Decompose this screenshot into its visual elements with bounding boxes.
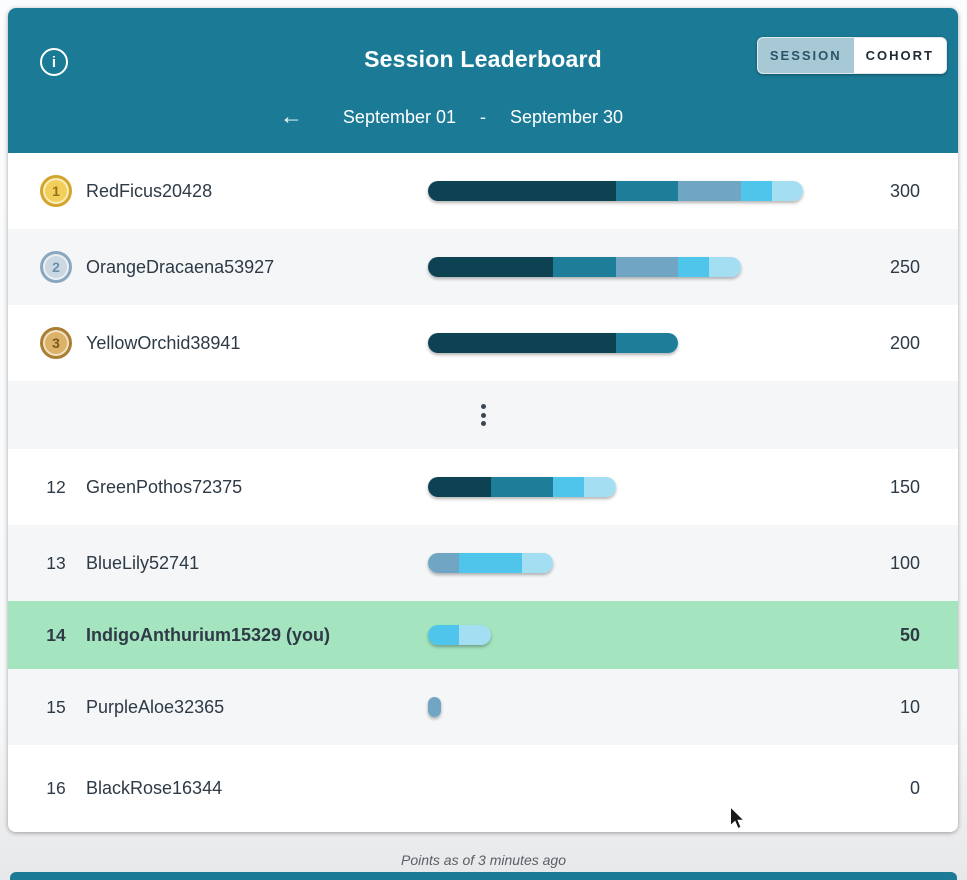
points-bar xyxy=(428,333,678,353)
points-bar xyxy=(428,257,741,277)
bar-segment-sky xyxy=(459,553,522,573)
rank: 1 xyxy=(34,175,78,207)
participant-name: RedFicus20428 xyxy=(86,180,213,201)
hidden-ranks-row xyxy=(8,381,958,449)
bar-segment-sky xyxy=(428,625,460,645)
bar-segment-teal xyxy=(615,333,678,353)
participant-name: PurpleAloe32365 xyxy=(86,696,225,717)
participant-name: GreenPothos72375 xyxy=(86,476,243,497)
date-range: ← September 01 - September 30 xyxy=(8,103,958,129)
points-bar xyxy=(428,181,803,201)
mouse-cursor xyxy=(730,806,746,830)
info-icon[interactable]: i xyxy=(40,48,68,76)
date-separator: - xyxy=(480,107,486,127)
leaderboard-row: 2 OrangeDracaena53927 250 xyxy=(8,229,958,305)
view-toggle: SESSION COHORT xyxy=(756,37,947,74)
leaderboard-row: 15 PurpleAloe32365 10 xyxy=(8,669,958,745)
rank: 12 xyxy=(46,476,66,497)
bar-segment-sky xyxy=(740,181,772,201)
points-value: 250 xyxy=(889,256,920,277)
points-value: 150 xyxy=(889,476,920,497)
points-bar xyxy=(428,625,491,645)
participant-name: YellowOrchid38941 xyxy=(86,332,241,353)
bar-segment-steel xyxy=(428,697,441,717)
bar-segment-sky xyxy=(553,477,585,497)
date-start: September 01 xyxy=(342,107,456,127)
bar-segment-teal xyxy=(615,181,678,201)
points-bar xyxy=(428,697,441,717)
leaderboard-header: i Session Leaderboard SESSION COHORT ← S… xyxy=(8,8,958,153)
bar-segment-navy xyxy=(428,477,491,497)
points-freshness-note: Points as of 3 minutes ago xyxy=(401,852,566,868)
bar-segment-pale xyxy=(459,625,491,645)
leaderboard-card: i Session Leaderboard SESSION COHORT ← S… xyxy=(8,8,958,832)
bar-segment-navy xyxy=(428,181,616,201)
previous-period-arrow-icon[interactable]: ← xyxy=(280,103,303,129)
rank: 16 xyxy=(46,778,66,798)
participant-name: BlueLily52741 xyxy=(86,552,200,573)
bronze-medal-badge: 3 xyxy=(40,327,72,359)
bar-segment-pale xyxy=(771,181,803,201)
bar-segment-pale xyxy=(521,553,553,573)
rank: 15 xyxy=(46,696,66,717)
points-value: 0 xyxy=(909,778,920,798)
bar-segment-pale xyxy=(709,257,741,277)
silver-medal-badge: 2 xyxy=(40,251,72,283)
date-end: September 30 xyxy=(510,107,624,127)
bar-segment-steel xyxy=(678,181,741,201)
leaderboard-row: 16 BlackRose16344 0 xyxy=(8,745,958,832)
bar-segment-pale xyxy=(584,477,616,497)
bar-segment-steel xyxy=(615,257,678,277)
toggle-session-button[interactable]: SESSION xyxy=(757,38,854,73)
bar-segment-navy xyxy=(428,333,616,353)
bar-segment-steel xyxy=(428,553,460,573)
rank: 14 xyxy=(46,624,66,645)
points-value: 200 xyxy=(889,332,920,353)
participant-name: OrangeDracaena53927 xyxy=(86,256,275,277)
points-value: 300 xyxy=(889,180,920,201)
points-value: 50 xyxy=(899,624,920,645)
points-bar xyxy=(428,553,553,573)
points-bar xyxy=(428,477,616,497)
leaderboard-row: 3 YellowOrchid38941 200 xyxy=(8,305,958,381)
bar-segment-teal xyxy=(490,477,553,497)
participant-name: BlackRose16344 xyxy=(86,778,223,798)
rank: 2 xyxy=(34,251,78,283)
rank: 13 xyxy=(46,552,66,573)
points-value: 100 xyxy=(889,552,920,573)
leaderboard-row: 13 BlueLily52741 100 xyxy=(8,525,958,601)
toggle-cohort-button[interactable]: COHORT xyxy=(853,38,946,73)
gold-medal-badge: 1 xyxy=(40,175,72,207)
participant-name: IndigoAnthurium15329 (you) xyxy=(86,624,331,645)
next-card-peek xyxy=(10,872,957,880)
leaderboard-row: 14 IndigoAnthurium15329 (you) 50 xyxy=(8,601,958,669)
leaderboard-row: 12 GreenPothos72375 150 xyxy=(8,449,958,525)
leaderboard-row: 1 RedFicus20428 300 xyxy=(8,153,958,229)
vertical-ellipsis-icon xyxy=(480,404,486,426)
bar-segment-teal xyxy=(553,257,616,277)
page-title: Session Leaderboard xyxy=(364,46,602,72)
leaderboard-rows: 1 RedFicus20428 300 2 OrangeDracaena53927 250… xyxy=(8,153,958,832)
rank: 3 xyxy=(34,327,78,359)
points-value: 10 xyxy=(899,696,920,717)
bar-segment-sky xyxy=(678,257,710,277)
bar-segment-navy xyxy=(428,257,553,277)
